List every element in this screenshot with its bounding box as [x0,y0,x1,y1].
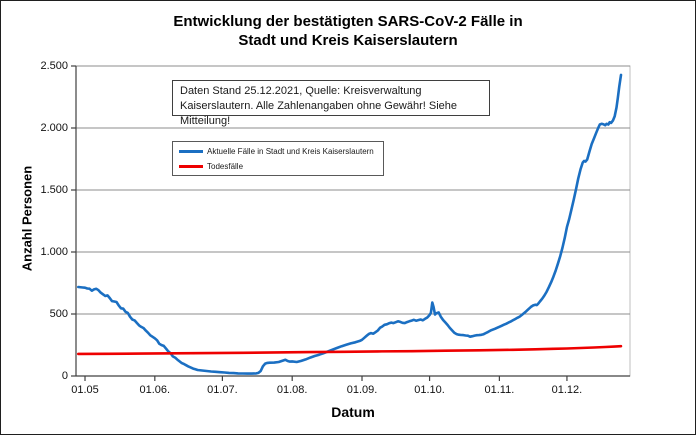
chart-title-line-1: Entwicklung der bestätigten SARS-CoV-2 F… [173,13,523,30]
y-tick-label: 1.500 [40,184,68,196]
x-tick-label: 01.05 [71,384,99,396]
x-tick-label: 01.11. [484,384,515,396]
y-tick-label: 0 [61,370,68,382]
x-tick-label: 01.07. [207,384,238,396]
data-status-note-line-2: Kaiserslautern. Alle Zahlenangaben ohne … [180,100,458,127]
x-axis-title: Datum [331,404,375,420]
chart-title: Entwicklung der bestätigten SARS-CoV-2 F… [1,12,695,50]
legend-label-cases: Aktuelle Fälle in Stadt und Kreis Kaiser… [207,146,374,156]
x-tick-label: 01.12. [551,384,583,396]
chart-legend: Aktuelle Fälle in Stadt und Kreis Kaiser… [172,141,384,176]
y-axis-title: Anzahl Personen [19,165,35,272]
legend-item-cases: Aktuelle Fälle in Stadt und Kreis Kaiser… [179,145,383,158]
legend-item-deaths: Todesfälle [179,160,383,173]
y-tick-label: 500 [49,308,68,320]
legend-line-sample-cases [179,149,203,153]
legend-line-sample-deaths [179,164,203,168]
data-status-note-line-1: Daten Stand 25.12.2021, Quelle: Kreisver… [180,85,422,97]
data-status-note: Daten Stand 25.12.2021, Quelle: Kreisver… [172,80,490,127]
x-tick-label: 01.08. [276,384,308,396]
y-tick-label: 2.500 [40,60,68,72]
legend-label-deaths: Todesfälle [207,161,244,171]
x-tick-label: 01.10. [414,384,445,396]
x-tick-label: 01.06. [139,384,171,396]
y-tick-label: 2.000 [40,122,68,134]
x-tick-label: 01.09. [346,384,378,396]
y-tick-label: 1.000 [40,246,68,258]
chart-title-line-2: Stadt und Kreis Kaiserslautern [238,32,458,49]
